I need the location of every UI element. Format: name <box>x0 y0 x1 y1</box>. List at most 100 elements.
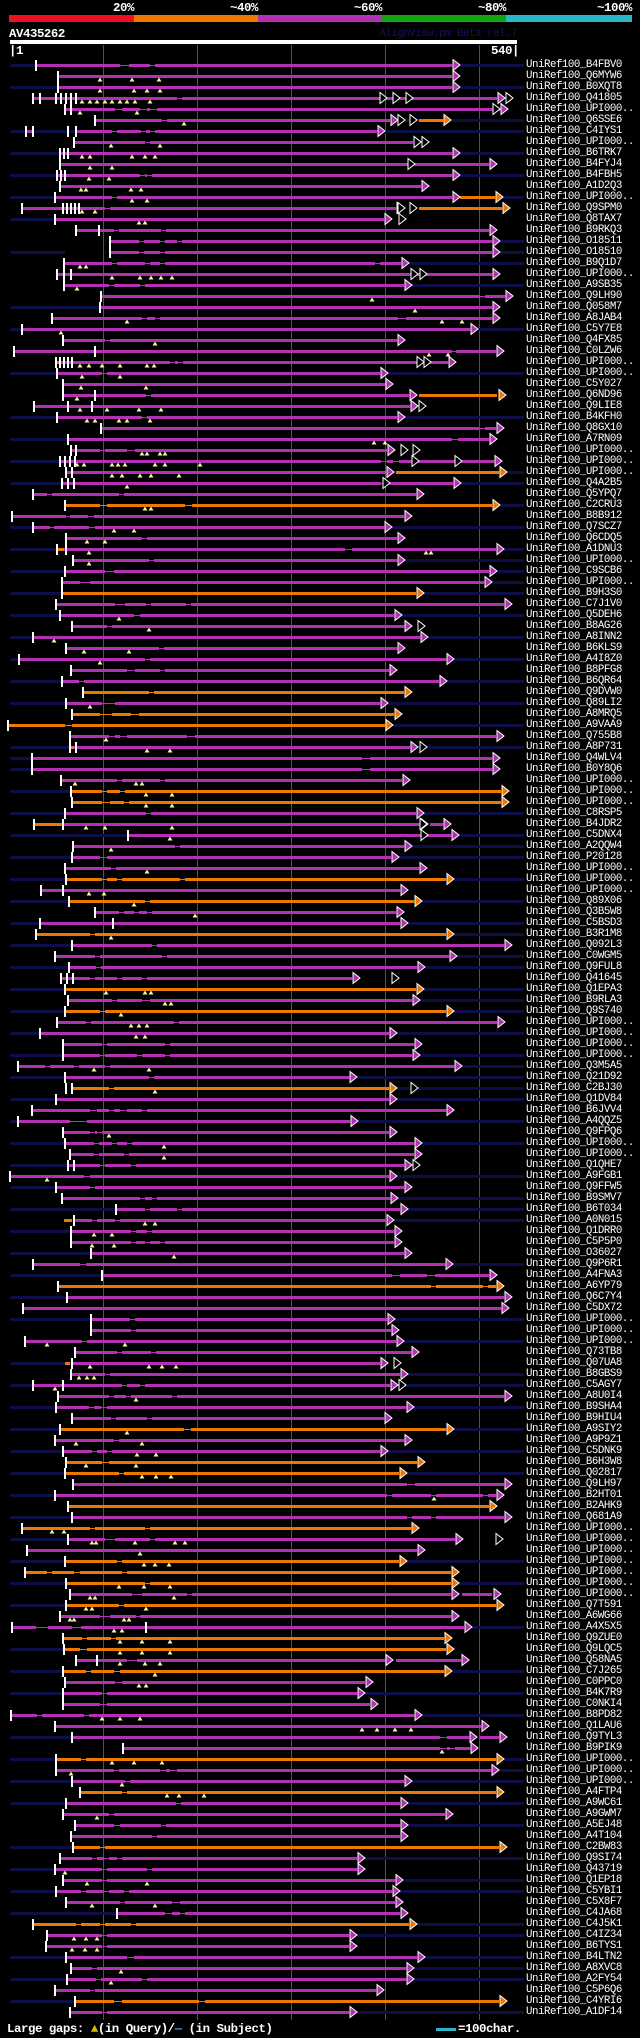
svg-text:UniRef100_C4YRI6: UniRef100_C4YRI6 <box>526 1995 622 2007</box>
svg-text:AV435262: AV435262 <box>9 27 65 41</box>
svg-text:UniRef100_UPI000..: UniRef100_UPI000.. <box>526 796 634 808</box>
svg-text:UniRef100_UPI000..: UniRef100_UPI000.. <box>526 1049 634 1061</box>
svg-text:UniRef100_B4FBH5: UniRef100_B4FBH5 <box>526 169 622 181</box>
svg-text:UniRef100_P20128: UniRef100_P20128 <box>526 851 622 863</box>
svg-text:UniRef100_O36027: UniRef100_O36027 <box>526 1247 622 1259</box>
svg-text:UniRef100_UPI000..: UniRef100_UPI000.. <box>526 1775 634 1787</box>
svg-text:UniRef100_UPI000..: UniRef100_UPI000.. <box>526 1533 634 1545</box>
svg-text:UniRef100_Q9LH97: UniRef100_Q9LH97 <box>526 1478 622 1490</box>
svg-text:UniRef100_B9PIK9: UniRef100_B9PIK9 <box>526 1742 622 1754</box>
svg-text:UniRef100_Q9LQC5: UniRef100_Q9LQC5 <box>526 1643 622 1655</box>
svg-text:UniRef100_Q7SCZ7: UniRef100_Q7SCZ7 <box>526 521 622 533</box>
svg-text:UniRef100_A6YP79: UniRef100_A6YP79 <box>526 1280 622 1292</box>
svg-text:UniRef100_A8XVC8: UniRef100_A8XVC8 <box>526 1962 622 1974</box>
svg-text:UniRef100_UPI000..: UniRef100_UPI000.. <box>526 1148 634 1160</box>
svg-text:UniRef100_C5Y7E8: UniRef100_C5Y7E8 <box>526 323 622 335</box>
svg-text:UniRef100_UPI000..: UniRef100_UPI000.. <box>526 1588 634 1600</box>
svg-text:|1: |1 <box>9 44 23 58</box>
svg-text:UniRef100_Q5DEH6: UniRef100_Q5DEH6 <box>526 609 622 621</box>
svg-text:UniRef100_C4IZ34: UniRef100_C4IZ34 <box>526 1929 622 1941</box>
svg-text:UniRef100_B4KFH0: UniRef100_B4KFH0 <box>526 411 622 423</box>
svg-text:~60%: ~60% <box>354 1 383 15</box>
svg-text:UniRef100_B8GBS9: UniRef100_B8GBS9 <box>526 1368 622 1380</box>
svg-text:UniRef100_C5Y027: UniRef100_C5Y027 <box>526 378 622 390</box>
svg-text:UniRef100_A8JAB4: UniRef100_A8JAB4 <box>526 312 622 324</box>
svg-text:UniRef100_A8MRQ5: UniRef100_A8MRQ5 <box>526 708 622 720</box>
svg-text:UniRef100_A1D2Q3: UniRef100_A1D2Q3 <box>526 180 622 192</box>
svg-text:UniRef100_A4FTP4: UniRef100_A4FTP4 <box>526 1786 622 1798</box>
svg-text:UniRef100_Q9SPM0: UniRef100_Q9SPM0 <box>526 202 622 214</box>
svg-text:UniRef100_B0Y8Q6: UniRef100_B0Y8Q6 <box>526 763 622 775</box>
svg-text:UniRef100_A1DNU3: UniRef100_A1DNU3 <box>526 543 622 555</box>
svg-text:UniRef100_Q9P6R1: UniRef100_Q9P6R1 <box>526 1258 622 1270</box>
svg-text:UniRef100_A8INN2: UniRef100_A8INN2 <box>526 631 622 643</box>
svg-text:UniRef100_A2FY54: UniRef100_A2FY54 <box>526 1973 622 1985</box>
svg-text:UniRef100_UPI000..: UniRef100_UPI000.. <box>526 1764 634 1776</box>
svg-text:UniRef100_Q3M5A5: UniRef100_Q3M5A5 <box>526 1060 622 1072</box>
svg-text:UniRef100_Q89LI2: UniRef100_Q89LI2 <box>526 697 622 709</box>
svg-text:=100char.: =100char. <box>458 2022 521 2036</box>
svg-text:UniRef100_A9FGB1: UniRef100_A9FGB1 <box>526 1170 622 1182</box>
svg-text:UniRef100_C5DX72: UniRef100_C5DX72 <box>526 1302 622 1314</box>
svg-text:UniRef100_A4FNA3: UniRef100_A4FNA3 <box>526 1269 622 1281</box>
svg-text:UniRef100_A8U0I4: UniRef100_A8U0I4 <box>526 1390 622 1402</box>
svg-text:UniRef100_B4K7R9: UniRef100_B4K7R9 <box>526 1687 622 1699</box>
svg-text:UniRef100_C5BSD3: UniRef100_C5BSD3 <box>526 917 622 929</box>
svg-text:UniRef100_A0N015: UniRef100_A0N015 <box>526 1214 622 1226</box>
svg-text:UniRef100_Q4WLV4: UniRef100_Q4WLV4 <box>526 752 622 764</box>
svg-text:~80%: ~80% <box>478 1 507 15</box>
svg-text:UniRef100_Q1DRR0: UniRef100_Q1DRR0 <box>526 1225 622 1237</box>
svg-text:UniRef100_A9GWM7: UniRef100_A9GWM7 <box>526 1808 622 1820</box>
svg-text:UniRef100_B2HT01: UniRef100_B2HT01 <box>526 1489 622 1501</box>
svg-text:UniRef100_B8AG26: UniRef100_B8AG26 <box>526 620 622 632</box>
svg-text:UniRef100_UPI000..: UniRef100_UPI000.. <box>526 1137 634 1149</box>
svg-text:UniRef100_UPI000..: UniRef100_UPI000.. <box>526 1577 634 1589</box>
svg-text:UniRef100_C7J1V0: UniRef100_C7J1V0 <box>526 598 622 610</box>
svg-text:UniRef100_Q07UA8: UniRef100_Q07UA8 <box>526 1357 622 1369</box>
svg-text:UniRef100_Q6CDQ5: UniRef100_Q6CDQ5 <box>526 532 622 544</box>
svg-text:UniRef100_UPI000..: UniRef100_UPI000.. <box>526 873 634 885</box>
svg-text:~40%: ~40% <box>230 1 259 15</box>
svg-text:UniRef100_B9RLA3: UniRef100_B9RLA3 <box>526 994 622 1006</box>
svg-text:UniRef100_A2QQW4: UniRef100_A2QQW4 <box>526 840 622 852</box>
svg-text:UniRef100_Q4FX85: UniRef100_Q4FX85 <box>526 334 622 346</box>
svg-text:UniRef100_Q73TB8: UniRef100_Q73TB8 <box>526 1346 622 1358</box>
svg-text:UniRef100_C4J5K1: UniRef100_C4J5K1 <box>526 1918 622 1930</box>
svg-text:UniRef100_C0NKI4: UniRef100_C0NKI4 <box>526 1698 622 1710</box>
svg-text:20%: 20% <box>113 1 135 15</box>
svg-text:UniRef100_Q9TYL3: UniRef100_Q9TYL3 <box>526 1731 622 1743</box>
svg-text:UniRef100_B4FYJ4: UniRef100_B4FYJ4 <box>526 158 622 170</box>
svg-text:UniRef100_UPI000..: UniRef100_UPI000.. <box>526 884 634 896</box>
svg-text:AlignView.pm Beta rel.7: AlignView.pm Beta rel.7 <box>379 28 517 40</box>
svg-text:UniRef100_UPI000..: UniRef100_UPI000.. <box>526 455 634 467</box>
svg-text:UniRef100_Q3B5W8: UniRef100_Q3B5W8 <box>526 906 622 918</box>
svg-text:UniRef100_Q41645: UniRef100_Q41645 <box>526 972 622 984</box>
svg-text:UniRef100_C9SCB6: UniRef100_C9SCB6 <box>526 565 622 577</box>
svg-text:UniRef100_B9SHA4: UniRef100_B9SHA4 <box>526 1401 622 1413</box>
svg-text:UniRef100_Q5YPQ7: UniRef100_Q5YPQ7 <box>526 488 622 500</box>
svg-text:UniRef100_Q8TAX7: UniRef100_Q8TAX7 <box>526 213 622 225</box>
svg-text:UniRef100_A1DF14: UniRef100_A1DF14 <box>526 2006 622 2018</box>
svg-text:UniRef100_A6WG66: UniRef100_A6WG66 <box>526 1610 622 1622</box>
svg-text:UniRef100_B4LTN2: UniRef100_B4LTN2 <box>526 1951 622 1963</box>
svg-text:UniRef100_Q9ZUE0: UniRef100_Q9ZUE0 <box>526 1632 622 1644</box>
svg-text:UniRef100_B3R1M8: UniRef100_B3R1M8 <box>526 928 622 940</box>
svg-text:UniRef100_A8P731: UniRef100_A8P731 <box>526 741 622 753</box>
svg-text:UniRef100_B6TRK7: UniRef100_B6TRK7 <box>526 147 622 159</box>
svg-text:UniRef100_UPI000..: UniRef100_UPI000.. <box>526 1324 634 1336</box>
svg-text:UniRef100_B6TYS1: UniRef100_B6TYS1 <box>526 1940 622 1952</box>
svg-text:UniRef100_UPI000..: UniRef100_UPI000.. <box>526 444 634 456</box>
svg-text:UniRef100_B2AHK9: UniRef100_B2AHK9 <box>526 1500 622 1512</box>
svg-text:UniRef100_C5DNX4: UniRef100_C5DNX4 <box>526 829 622 841</box>
svg-text:540|: 540| <box>491 44 519 58</box>
svg-text:UniRef100_UPI000..: UniRef100_UPI000.. <box>526 103 634 115</box>
svg-text:UniRef100_Q9FFW5: UniRef100_Q9FFW5 <box>526 1181 622 1193</box>
svg-text:UniRef100_UPI000..: UniRef100_UPI000.. <box>526 1038 634 1050</box>
svg-text:UniRef100_UPI000..: UniRef100_UPI000.. <box>526 1027 634 1039</box>
svg-text:UniRef100_Q58NA5: UniRef100_Q58NA5 <box>526 1654 622 1666</box>
svg-text:UniRef100_UPI000..: UniRef100_UPI000.. <box>526 191 634 203</box>
svg-text:UniRef100_A5EJ48: UniRef100_A5EJ48 <box>526 1819 622 1831</box>
svg-text:UniRef100_Q6SSE6: UniRef100_Q6SSE6 <box>526 114 622 126</box>
svg-text:UniRef100_Q9LH90: UniRef100_Q9LH90 <box>526 290 622 302</box>
svg-text:UniRef100_C5P6Q6: UniRef100_C5P6Q6 <box>526 1984 622 1996</box>
